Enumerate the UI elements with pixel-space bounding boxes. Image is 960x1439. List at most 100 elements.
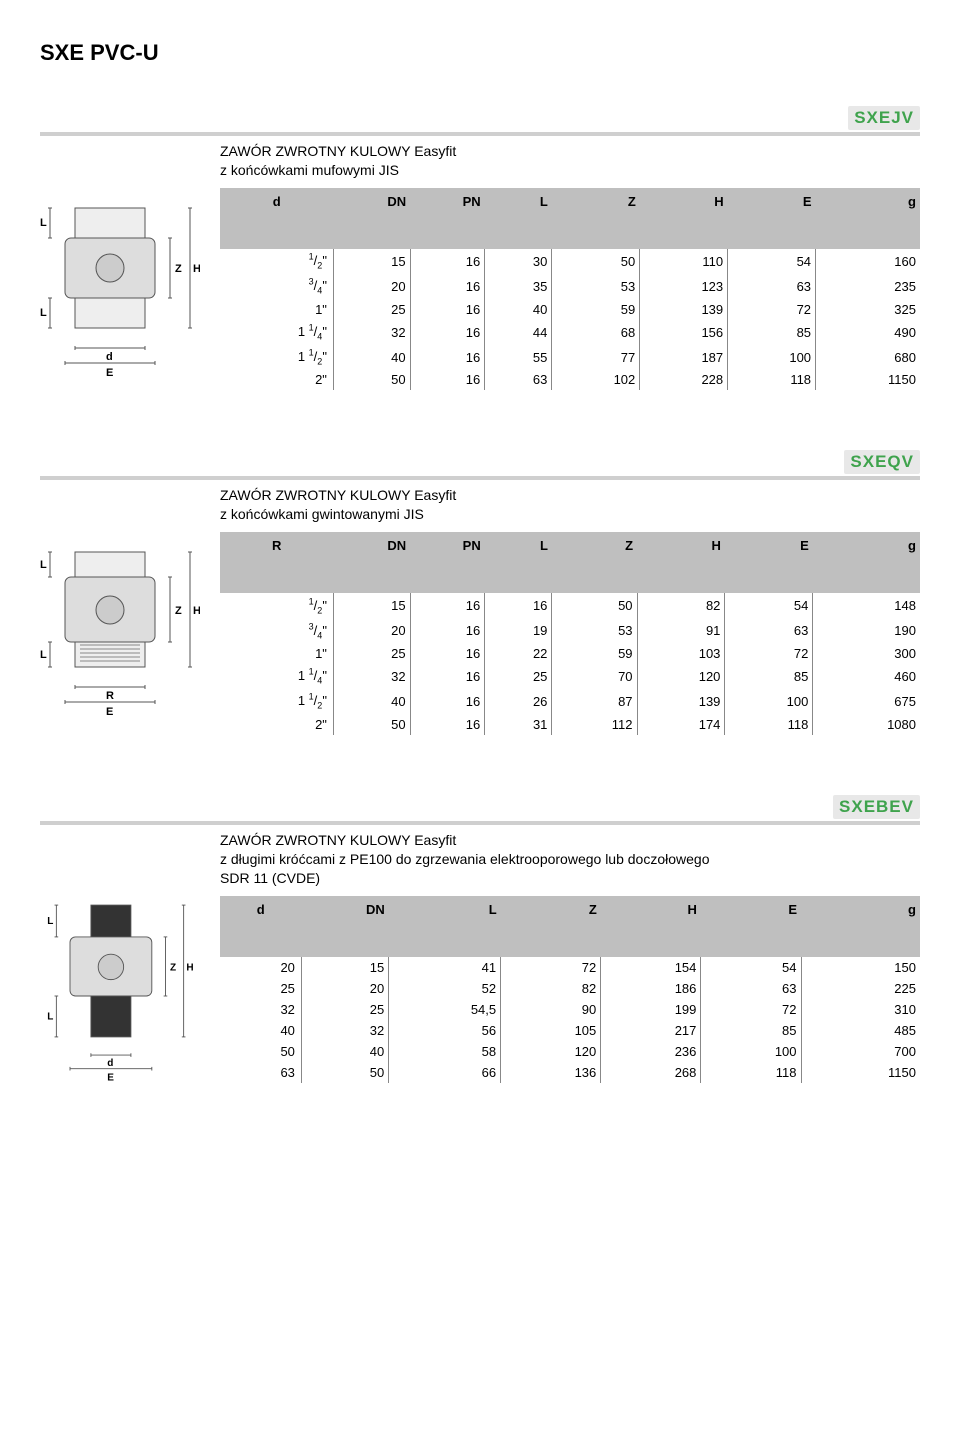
table-cell: 50	[333, 369, 410, 390]
table-row: 1 1/4"3216446815685490	[220, 320, 920, 345]
table-cell: 41	[389, 957, 501, 978]
table-header-row: d DN L Z H E g	[220, 896, 920, 923]
dim-label-l2: L	[47, 1011, 53, 1022]
dim-label-l1: L	[40, 559, 47, 571]
page-title: SXE PVC-U	[40, 40, 920, 66]
table-row: 504058120236100700	[220, 1041, 920, 1062]
table-cell: 25	[333, 643, 410, 664]
table-cell: 325	[816, 299, 920, 320]
table-row: 1 1/2"40165577187100680	[220, 345, 920, 370]
table-cell: 44	[485, 320, 552, 345]
col-pn: PN	[410, 188, 485, 215]
table-cell: 16	[410, 714, 485, 735]
table-row: 3/4"2016355312363235	[220, 274, 920, 299]
section-sxejv: SXEJV ZAWÓR ZWROTNY KULOWY Easyfit z koń…	[40, 106, 920, 390]
table-cell: 72	[728, 299, 816, 320]
dimension-diagram: L Z H L d E	[40, 188, 200, 388]
col-h: H	[637, 532, 725, 559]
table-cell: 16	[410, 249, 485, 274]
table-cell: 139	[640, 299, 728, 320]
table-row: 322554,59019972310	[220, 999, 920, 1020]
table-cell: 485	[801, 1020, 920, 1041]
col-z: Z	[552, 532, 637, 559]
col-d: d	[220, 188, 333, 215]
table-cell: 32	[220, 999, 301, 1020]
col-d: d	[220, 896, 301, 923]
table-cell: 82	[501, 978, 601, 999]
table-cell: 63	[728, 274, 816, 299]
col-l: L	[485, 532, 552, 559]
table-row: 40325610521785485	[220, 1020, 920, 1041]
section-sxeqv: SXEQV ZAWÓR ZWROTNY KULOWY Easyfit z koń…	[40, 450, 920, 734]
table-cell: 16	[410, 274, 485, 299]
col-h: H	[640, 188, 728, 215]
table-cell: 1"	[220, 643, 333, 664]
table-cell: 300	[813, 643, 920, 664]
table-cell: 16	[410, 618, 485, 643]
table-cell: 54	[725, 593, 813, 618]
table-cell: 15	[333, 249, 410, 274]
table-cell: 40	[333, 345, 410, 370]
col-g: g	[813, 532, 920, 559]
table-cell: 32	[333, 664, 410, 689]
table-cell: 53	[552, 274, 640, 299]
desc-line1: ZAWÓR ZWROTNY KULOWY Easyfit	[220, 832, 456, 848]
dim-label-r: R	[106, 690, 114, 702]
table-cell: 50	[333, 714, 410, 735]
table-cell: 85	[725, 664, 813, 689]
col-g: g	[801, 896, 920, 923]
table-cell: 174	[637, 714, 725, 735]
table-cell: 19	[485, 618, 552, 643]
table-cell: 16	[485, 593, 552, 618]
table-cell: 50	[220, 1041, 301, 1062]
code-bar: SXEQV	[40, 450, 920, 474]
table-cell: 1/2"	[220, 249, 333, 274]
table-cell: 54	[701, 957, 801, 978]
table-cell: 105	[501, 1020, 601, 1041]
table-cell: 90	[501, 999, 601, 1020]
table-cell: 25	[301, 999, 388, 1020]
table-row: 1/2"151616508254148	[220, 593, 920, 618]
dim-label-e: E	[107, 1072, 114, 1083]
dim-label-h: H	[193, 605, 200, 617]
table-cell: 236	[601, 1041, 701, 1062]
table-cell: 63	[701, 978, 801, 999]
spec-table: R DN PN L Z H E g 1/2"1516165082541483/4…	[220, 532, 920, 735]
table-cell: 55	[485, 345, 552, 370]
code-underline	[40, 476, 920, 480]
table-cell: 72	[725, 643, 813, 664]
table-cell: 15	[333, 593, 410, 618]
table-cell: 100	[725, 689, 813, 714]
table-cell: 59	[552, 299, 640, 320]
table-cell: 63	[485, 369, 552, 390]
table-cell: 118	[725, 714, 813, 735]
col-z: Z	[552, 188, 640, 215]
table-cell: 50	[552, 249, 640, 274]
dim-label-e: E	[106, 706, 113, 718]
col-e: E	[725, 532, 813, 559]
table-cell: 268	[601, 1062, 701, 1083]
product-code: SXEBEV	[833, 795, 920, 819]
table-cell: 25	[220, 978, 301, 999]
table-cell: 20	[333, 274, 410, 299]
table-cell: 53	[552, 618, 637, 643]
col-z: Z	[501, 896, 601, 923]
table-cell: 16	[410, 664, 485, 689]
col-r: R	[220, 532, 333, 559]
table-cell: 59	[552, 643, 637, 664]
table-cell: 58	[389, 1041, 501, 1062]
table-cell: 460	[813, 664, 920, 689]
table-cell: 31	[485, 714, 552, 735]
desc-line1: ZAWÓR ZWROTNY KULOWY Easyfit	[220, 143, 456, 159]
table-cell: 700	[801, 1041, 920, 1062]
dim-label-e: E	[106, 367, 113, 379]
table-cell: 186	[601, 978, 701, 999]
table-cell: 156	[640, 320, 728, 345]
table-cell: 40	[301, 1041, 388, 1062]
col-pn: PN	[410, 532, 485, 559]
table-cell: 1"	[220, 299, 333, 320]
table-cell: 20	[220, 957, 301, 978]
table-cell: 32	[301, 1020, 388, 1041]
table-body: 1/2"15163050110541603/4"2016355312363235…	[220, 249, 920, 391]
col-dn: DN	[333, 188, 410, 215]
